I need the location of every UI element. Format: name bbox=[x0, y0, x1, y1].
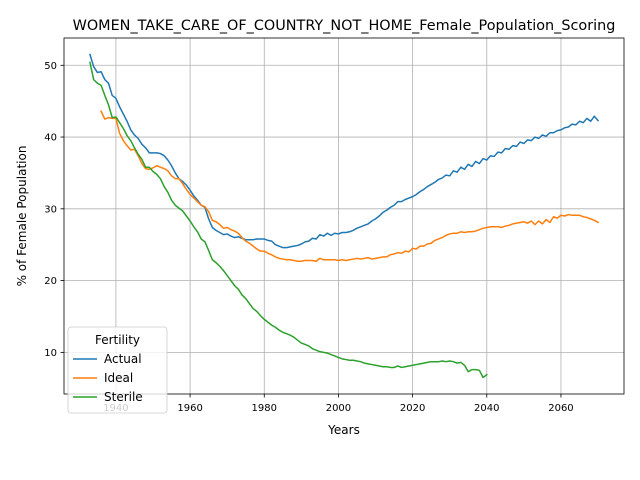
y-tick-label: 20 bbox=[44, 276, 57, 287]
legend-box bbox=[67, 326, 168, 414]
x-tick-label: 2040 bbox=[474, 403, 499, 414]
x-axis-label: Years bbox=[327, 423, 360, 437]
series-lines bbox=[89, 53, 600, 379]
x-tick-label: 2060 bbox=[548, 403, 573, 414]
series-line-ideal bbox=[100, 110, 600, 262]
legend: Fertility Actual Ideal Sterile bbox=[67, 326, 168, 414]
x-tick-label: 1980 bbox=[252, 403, 277, 414]
y-tick-label: 30 bbox=[44, 204, 57, 215]
series-line-actual bbox=[89, 53, 600, 249]
chart-title: WOMEN_TAKE_CARE_OF_COUNTRY_NOT_HOME_Fema… bbox=[73, 18, 616, 34]
legend-label-sterile: Sterile bbox=[104, 390, 143, 404]
legend-label-actual: Actual bbox=[104, 352, 142, 366]
series-line-sterile bbox=[89, 61, 488, 379]
plot-frame bbox=[63, 37, 625, 395]
x-tick-label: 1960 bbox=[177, 403, 202, 414]
legend-title: Fertility bbox=[95, 333, 140, 347]
x-tick-label: 2000 bbox=[326, 403, 351, 414]
y-axis-label: % of Female Population bbox=[15, 146, 29, 287]
legend-label-ideal: Ideal bbox=[104, 371, 133, 385]
y-tick-label: 50 bbox=[44, 61, 57, 72]
y-tick-label: 40 bbox=[44, 133, 57, 144]
x-tick-label: 2020 bbox=[400, 403, 425, 414]
y-tick-label: 10 bbox=[44, 348, 57, 359]
